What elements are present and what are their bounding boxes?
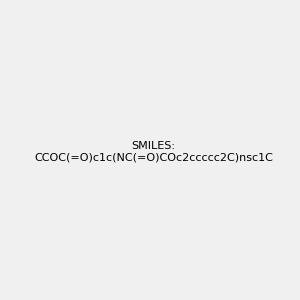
- Text: SMILES:
CCOC(=O)c1c(NC(=O)COc2ccccc2C)nsc1C: SMILES: CCOC(=O)c1c(NC(=O)COc2ccccc2C)ns…: [34, 141, 273, 162]
